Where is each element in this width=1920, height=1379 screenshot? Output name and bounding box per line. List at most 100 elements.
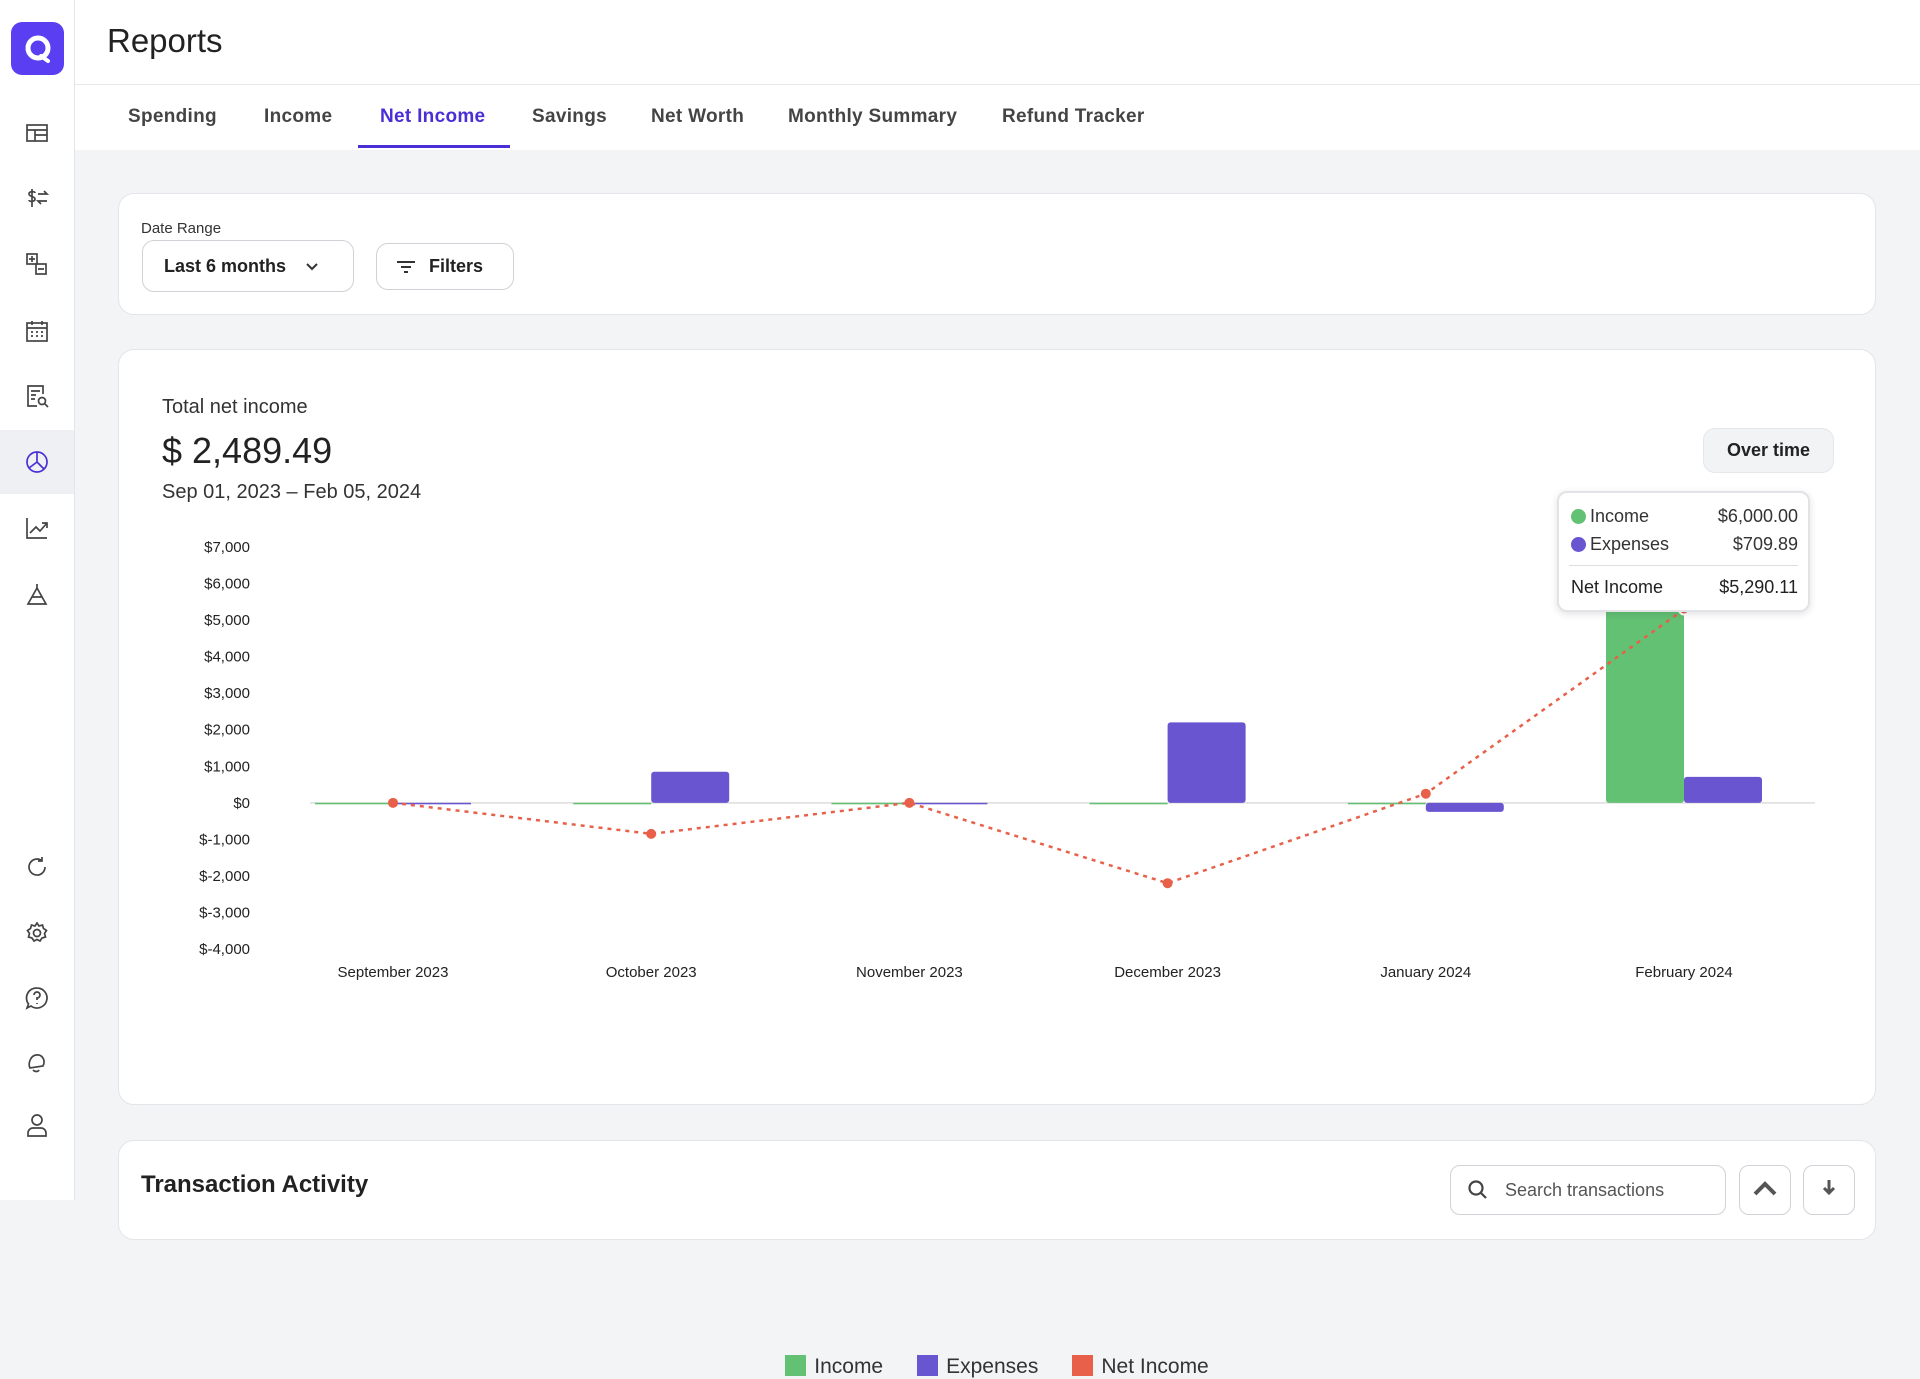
sidebar-item-refresh[interactable] (0, 835, 74, 899)
filters-label: Filters (429, 256, 484, 276)
date-range-dropdown[interactable]: Last 6 months (142, 240, 354, 292)
sidebar-item-profile[interactable] (0, 1093, 74, 1157)
sidebar-item-bills[interactable] (0, 364, 74, 428)
expenses-bar (1684, 776, 1762, 803)
active-tab-indicator (358, 145, 510, 148)
settings-icon (26, 921, 48, 943)
date-period: Sep 01, 2023 – Feb 05, 2024 (162, 481, 422, 503)
sidebar (0, 0, 75, 1200)
legend-income[interactable]: Income (785, 1355, 883, 1379)
income-bar (1606, 583, 1684, 803)
sidebar-item-investments[interactable] (0, 496, 74, 560)
app-logo[interactable] (11, 22, 64, 75)
total-amount: $ 2,489.49 (162, 430, 333, 471)
y-tick-label: $6,000 (204, 576, 250, 593)
legend-expenses[interactable]: Expenses (917, 1355, 1038, 1379)
filters-button[interactable]: Filters (376, 243, 514, 290)
y-tick-label: $-4,000 (199, 941, 250, 958)
bills-icon (27, 385, 49, 408)
expenses-bar (651, 771, 730, 803)
y-tick-label: $1,000 (204, 758, 250, 775)
tooltip-expenses-label: Expenses (1590, 534, 1670, 554)
sidebar-item-settings[interactable] (0, 901, 74, 965)
expenses-bar (1425, 802, 1504, 812)
income-bar (831, 802, 910, 805)
legend-swatch (917, 1355, 939, 1376)
sidebar-item-help[interactable] (0, 966, 74, 1030)
y-tick-label: $5,000 (204, 612, 250, 629)
chart-tooltip: Income $6,000.00 Expenses $709.89 Net Inco… (1557, 491, 1810, 612)
search-transactions-input[interactable]: Search transactions (1450, 1165, 1726, 1215)
page-title: Reports (107, 22, 223, 59)
y-tick-label: $7,000 (204, 539, 250, 556)
legend-net-income[interactable]: Net Income (1072, 1355, 1209, 1379)
divider (75, 84, 1920, 85)
sidebar-item-transactions[interactable] (0, 166, 74, 230)
sidebar-item-notifications[interactable] (0, 1030, 74, 1094)
sidebar-item-budget[interactable] (0, 232, 74, 296)
search-icon (1468, 1180, 1487, 1199)
x-tick-label: November 2023 (856, 964, 963, 981)
legend-swatch (785, 1355, 807, 1376)
date-range-label: Date Range (141, 220, 222, 237)
date-range-value: Last 6 months (164, 255, 287, 276)
chevron-down-icon (306, 263, 318, 271)
sidebar-item-dashboard[interactable] (0, 101, 74, 165)
reports-icon (26, 451, 48, 473)
y-tick-label: $-2,000 (199, 868, 250, 885)
transactions-icon (28, 189, 50, 207)
net-income-line (392, 608, 1685, 885)
expenses-bar (1167, 722, 1246, 803)
x-tick-label: September 2023 (338, 964, 449, 981)
sidebar-item-reports[interactable] (0, 430, 74, 494)
budget-icon (26, 253, 47, 275)
tab-savings[interactable]: Savings (532, 106, 607, 127)
y-tick-label: $-3,000 (199, 904, 250, 921)
planning-icon (26, 584, 48, 605)
tooltip-expenses-value: $709.89 (1732, 534, 1798, 554)
download-icon (1822, 1180, 1836, 1196)
cloud-icon (1753, 1181, 1777, 1196)
tooltip-income-label: Income (1590, 506, 1650, 526)
x-tick-label: February 2024 (1635, 964, 1733, 981)
x-tick-label: October 2023 (606, 964, 697, 981)
net-income-point (388, 797, 398, 808)
net-income-chart: $7,000 $6,000 $5,000 $4,000 $3,000 $2,000 $1,0… (199, 539, 1815, 981)
tab-spending[interactable]: Spending (128, 106, 217, 127)
search-placeholder: Search transactions (1505, 1179, 1665, 1200)
income-dot-icon (1571, 509, 1586, 524)
notifications-icon (28, 1054, 45, 1073)
tooltip-divider (1569, 565, 1798, 566)
net-income-point (1420, 788, 1431, 799)
legend-label: Income (814, 1355, 884, 1378)
upload-button[interactable] (1739, 1165, 1791, 1215)
filter-card: Date Range Last 6 months Filters (118, 193, 1876, 315)
x-tick-label: January 2024 (1380, 964, 1471, 981)
x-tick-label: December 2023 (1114, 964, 1221, 981)
sidebar-item-planning[interactable] (0, 562, 74, 626)
legend-swatch (1072, 1355, 1094, 1376)
header: Reports Spending Income Net Income Savin… (75, 0, 1920, 150)
total-label: Total net income (162, 396, 308, 418)
investments-icon (26, 518, 48, 539)
chart-legend: Income Expenses Net Income (119, 1355, 1875, 1379)
tab-net-worth[interactable]: Net Worth (651, 106, 745, 127)
help-icon (25, 987, 48, 1010)
expenses-bar (909, 802, 988, 805)
logo-icon (25, 35, 50, 63)
sidebar-item-calendar[interactable] (0, 299, 74, 363)
tab-income[interactable]: Income (264, 106, 333, 127)
over-time-button[interactable]: Over time (1703, 428, 1834, 473)
tooltip-income-value: $6,000.00 (1717, 506, 1798, 526)
income-bar (315, 802, 393, 805)
tab-monthly-summary[interactable]: Monthly Summary (788, 106, 958, 127)
tooltip-net-label: Net Income (1571, 577, 1664, 597)
download-button[interactable] (1803, 1165, 1855, 1215)
legend-label: Net Income (1101, 1355, 1209, 1378)
tab-refund-tracker[interactable]: Refund Tracker (1002, 106, 1145, 127)
transaction-activity-card: Transaction Activity Search transactions (118, 1140, 1876, 1240)
y-tick-label: $0 (233, 795, 250, 812)
transaction-activity-title: Transaction Activity (141, 1171, 369, 1198)
legend-label: Expenses (946, 1355, 1039, 1378)
tab-net-income[interactable]: Net Income (380, 106, 486, 127)
